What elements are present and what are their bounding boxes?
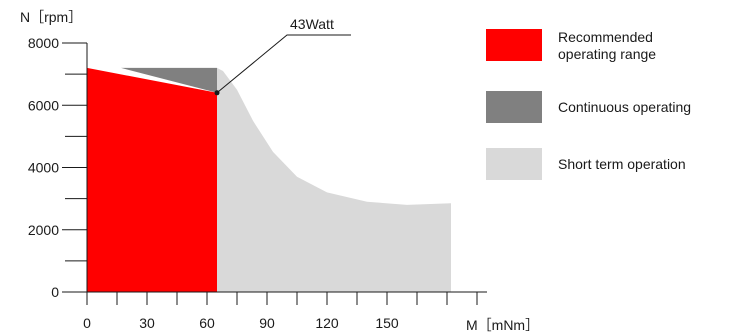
- annotation-point: [214, 90, 220, 96]
- annotation-leader-line: [216, 34, 351, 94]
- region-continuous-operating: [121, 67, 217, 93]
- x-tick-label-120: 120: [315, 315, 339, 331]
- y-tick-label-6000: 6000: [28, 97, 59, 113]
- annotation-label: 43Watt: [290, 16, 334, 32]
- legend-swatch-2: [486, 91, 542, 123]
- x-axis-label: M［mNm］: [466, 317, 539, 333]
- y-axis-label: N［rpm］: [20, 9, 82, 25]
- legend-swatch-3: [486, 148, 542, 180]
- x-tick-label-0: 0: [83, 315, 91, 331]
- annotation: 43Watt: [214, 16, 351, 96]
- chart-regions: [87, 67, 451, 293]
- region-recommended-operating-range: [87, 67, 217, 293]
- y-tick-label-8000: 8000: [28, 35, 59, 51]
- region-short-term-operation: [217, 67, 451, 293]
- legend-swatch-1: [486, 29, 542, 61]
- legend-label-1: Recommended operating range: [558, 29, 656, 62]
- legend-label-3: Short term operation: [558, 156, 686, 172]
- x-tick-label-90: 90: [259, 315, 275, 331]
- legend: Recommended operating range Continuous ope…: [486, 29, 691, 180]
- x-tick-label-150: 150: [375, 315, 399, 331]
- ticks: 0 2000 4000 6000 8000 0 30 60 90 120 150: [28, 35, 478, 331]
- y-tick-label-0: 0: [51, 284, 59, 300]
- legend-label-2: Continuous operating: [558, 99, 691, 115]
- x-tick-label-60: 60: [199, 315, 215, 331]
- y-tick-label-4000: 4000: [28, 160, 59, 176]
- x-tick-label-30: 30: [139, 315, 155, 331]
- y-tick-label-2000: 2000: [28, 222, 59, 238]
